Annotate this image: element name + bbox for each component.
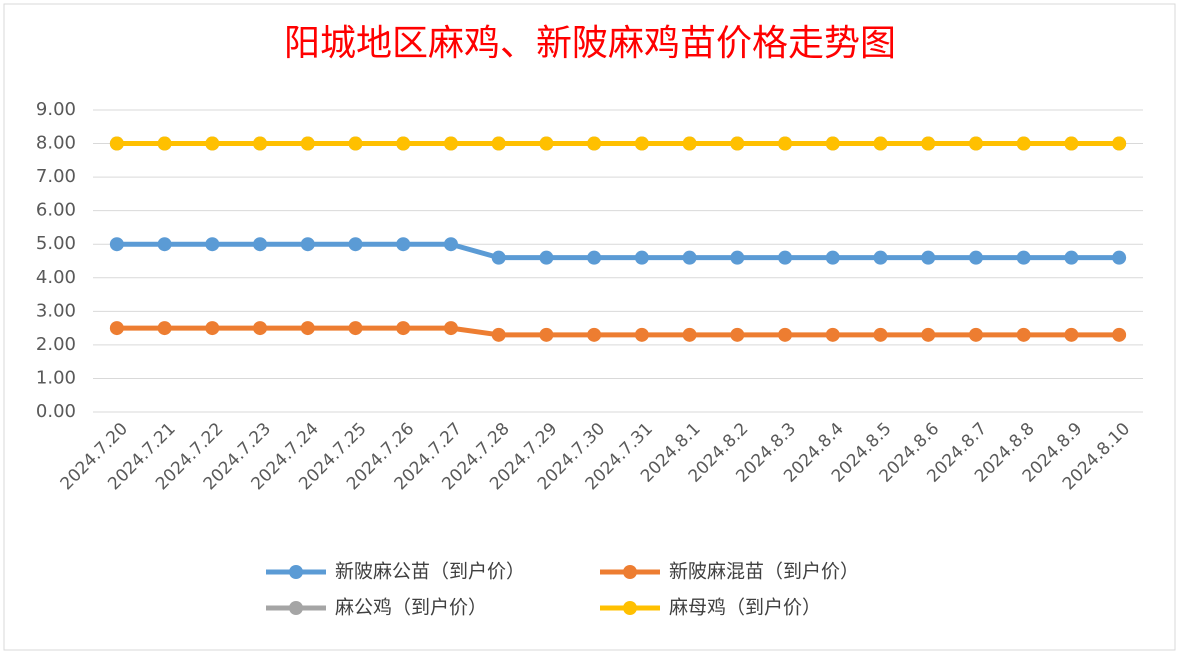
legend-label: 麻公鸡（到户价） bbox=[335, 597, 487, 619]
point bbox=[157, 237, 172, 252]
point bbox=[539, 250, 554, 265]
point bbox=[634, 136, 649, 151]
point bbox=[682, 327, 697, 342]
point bbox=[921, 250, 936, 265]
point bbox=[539, 136, 554, 151]
point bbox=[205, 136, 220, 151]
point bbox=[634, 327, 649, 342]
y-tick-label: 8.00 bbox=[36, 133, 76, 154]
point bbox=[348, 237, 363, 252]
point bbox=[253, 321, 268, 336]
point bbox=[825, 136, 840, 151]
y-tick-label: 9.00 bbox=[36, 99, 76, 120]
point bbox=[873, 250, 888, 265]
point bbox=[491, 136, 506, 151]
point bbox=[778, 136, 793, 151]
legend-marker bbox=[623, 601, 637, 615]
legend-marker bbox=[623, 565, 637, 579]
point bbox=[1112, 327, 1127, 342]
legend-marker bbox=[289, 565, 303, 579]
point bbox=[443, 237, 458, 252]
point bbox=[873, 327, 888, 342]
point bbox=[348, 321, 363, 336]
y-tick-label: 4.00 bbox=[36, 267, 76, 288]
point bbox=[300, 321, 315, 336]
point bbox=[1016, 250, 1031, 265]
point bbox=[730, 136, 745, 151]
point bbox=[157, 321, 172, 336]
point bbox=[491, 327, 506, 342]
y-tick-label: 5.00 bbox=[36, 233, 76, 254]
point bbox=[109, 321, 124, 336]
point bbox=[825, 250, 840, 265]
legend-marker bbox=[289, 601, 303, 615]
point bbox=[778, 250, 793, 265]
point bbox=[396, 136, 411, 151]
point bbox=[1064, 250, 1079, 265]
point bbox=[968, 250, 983, 265]
point bbox=[921, 136, 936, 151]
point bbox=[491, 250, 506, 265]
point bbox=[730, 327, 745, 342]
point bbox=[1112, 136, 1127, 151]
point bbox=[1064, 327, 1079, 342]
point bbox=[1016, 327, 1031, 342]
point bbox=[1016, 136, 1031, 151]
point bbox=[587, 327, 602, 342]
series-line bbox=[116, 325, 1120, 338]
y-tick-label: 6.00 bbox=[36, 200, 76, 221]
point bbox=[873, 136, 888, 151]
point bbox=[682, 136, 697, 151]
point bbox=[396, 321, 411, 336]
y-tick-label: 7.00 bbox=[36, 166, 76, 187]
point bbox=[682, 250, 697, 265]
point bbox=[253, 237, 268, 252]
point bbox=[253, 136, 268, 151]
point bbox=[778, 327, 793, 342]
legend-label: 麻母鸡（到户价） bbox=[669, 597, 821, 619]
point bbox=[968, 327, 983, 342]
series-line bbox=[116, 241, 1120, 261]
point bbox=[587, 136, 602, 151]
point bbox=[539, 327, 554, 342]
point bbox=[1064, 136, 1079, 151]
y-tick-label: 2.00 bbox=[36, 334, 76, 355]
point bbox=[443, 136, 458, 151]
point bbox=[109, 136, 124, 151]
point bbox=[825, 327, 840, 342]
point bbox=[205, 321, 220, 336]
point bbox=[396, 237, 411, 252]
legend-label: 新陂麻公苗（到户价） bbox=[335, 561, 525, 583]
legend-label: 新陂麻混苗（到户价） bbox=[669, 561, 859, 583]
point bbox=[1112, 250, 1127, 265]
point bbox=[921, 327, 936, 342]
point bbox=[157, 136, 172, 151]
chart-title: 阳城地区麻鸡、新陂麻鸡苗价格走势图 bbox=[284, 23, 896, 64]
point bbox=[109, 237, 124, 252]
point bbox=[300, 136, 315, 151]
point bbox=[300, 237, 315, 252]
point bbox=[634, 250, 649, 265]
y-tick-label: 3.00 bbox=[36, 300, 76, 321]
point bbox=[587, 250, 602, 265]
point bbox=[730, 250, 745, 265]
point bbox=[348, 136, 363, 151]
point bbox=[205, 237, 220, 252]
y-tick-label: 0.00 bbox=[36, 401, 76, 422]
point bbox=[968, 136, 983, 151]
y-tick-label: 1.00 bbox=[36, 367, 76, 388]
point bbox=[443, 321, 458, 336]
